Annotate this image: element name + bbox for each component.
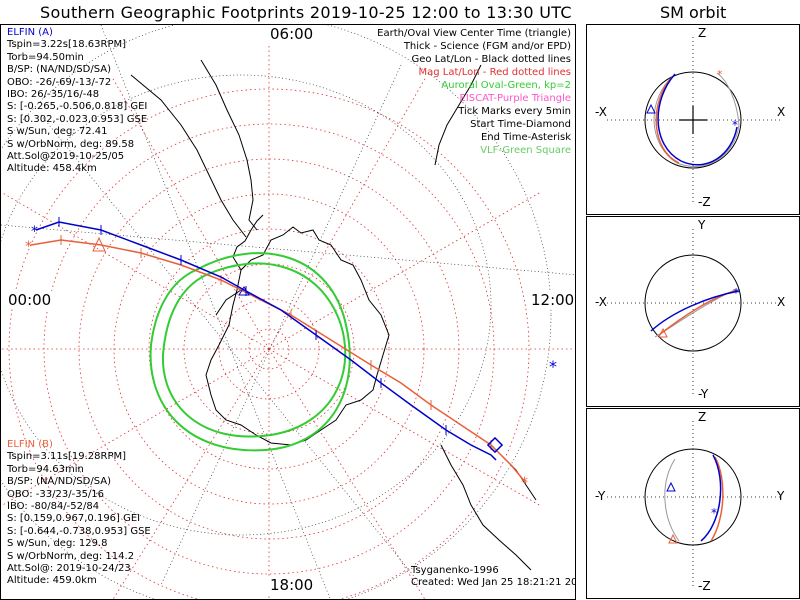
elfin-a-line: S w/Sun, deg: 72.41 [7, 126, 108, 138]
elfin-a-line: Altitude: 458.4km [7, 163, 97, 175]
antarctica-coastline [205, 214, 390, 446]
sm-panel-xy-bottom: -Y [698, 387, 709, 401]
elfin-b-label: ELFIN (B) [7, 439, 53, 450]
svg-text:*: * [25, 239, 32, 255]
sm-panel-yz-right: Y [777, 489, 785, 503]
elfin-b-line: S w/OrbNorm, deg: 114.2 [7, 550, 135, 562]
credit: Tsyganenko-1996 Created: Wed Jan 25 18:2… [411, 565, 576, 590]
sm-panel-xz-bottom: -Z [698, 195, 711, 209]
elfin-a-line: S: [0.302,-0.023,0.953] GSE [7, 113, 148, 125]
sm-panel-xz-right: X [777, 105, 786, 119]
svg-text:*: * [549, 357, 557, 376]
polar-map-svg: * * * * [1, 25, 575, 599]
elfin-b-info: ELFIN (B) Tspin=3.11s[19.28RPM] Torb=94.… [7, 439, 151, 588]
south-america-outline [130, 59, 258, 238]
elfin-b-line: IBO: -80/84/-52/84 [7, 501, 100, 513]
sm-panel-xy-left: -X [595, 295, 607, 309]
svg-text:*: * [717, 68, 723, 81]
elfin-a-line: Att.Sol@2019-10-25/05 [7, 151, 125, 163]
legend-item: End Time-Asterisk [480, 132, 571, 143]
geo-grid [1, 25, 575, 599]
elfin-a-track: * * [31, 217, 557, 461]
sm-panel-xy-top: Y [698, 218, 706, 232]
africa-outline [434, 64, 482, 166]
mag-grid [1, 35, 575, 599]
footprint-map: * * * * 06:00 00:00 12:00 18:00 ELFIN (A… [0, 24, 576, 600]
auroral-oval [149, 252, 351, 452]
elfin-b-line: Altitude: 459.0km [7, 575, 97, 587]
svg-text:*: * [31, 224, 38, 240]
legend-item: Auroral Oval-Green, kp=2 [441, 80, 571, 91]
svg-text:*: * [733, 286, 739, 300]
elfin-a-line: B/SP: (NA/ND/SD/SA) [7, 64, 111, 76]
elfin-b-line: OBO: -33/23/-35/16 [7, 488, 105, 500]
legend-item: Thick - Science (FGM and/or EPD) [403, 41, 571, 52]
elfin-b-line: S: [0.159,0.967,0.196] GEI [7, 513, 141, 525]
sm-orbit-title: SM orbit [660, 3, 727, 22]
sm-panel-yz: * Z -Z -Y Y [586, 408, 800, 599]
sm-panel-xz-left: -X [595, 105, 607, 119]
sm-panel-xz: * * Z -Z -X X [586, 24, 800, 215]
svg-text:*: * [711, 506, 717, 520]
elfin-a-info: ELFIN (A) Tspin=3.22s[18.63RPM] Torb=94.… [7, 27, 147, 176]
elfin-a-line: S w/OrbNorm, deg: 89.58 [7, 138, 135, 150]
credit-author: Tsyganenko-1996 [411, 565, 499, 576]
elfin-b-line: B/SP: (NA/ND/SD/SA) [7, 476, 111, 488]
elfin-a-line: Torb=94.50min [7, 51, 84, 63]
legend-item: EISCAT-Purple Triangle [459, 93, 572, 104]
elfin-a-line: S: [-0.265,-0.506,0.818] GEI [7, 101, 148, 113]
legend-item: Earth/Oval View Center Time (triangle) [377, 28, 571, 39]
elfin-b-line: S w/Sun, deg: 129.8 [7, 538, 108, 550]
legend-item: Mag Lat/Lon - Red dotted lines [418, 67, 571, 78]
sm-panel-yz-top: Z [698, 410, 707, 424]
sm-panel-xz-top: Z [698, 26, 707, 40]
elfin-b-line: S: [-0.644,-0.738,0.953] GSE [7, 525, 151, 537]
elfin-a-label: ELFIN (A) [7, 27, 53, 38]
elfin-b-line: Tspin=3.11s[19.28RPM] [7, 451, 127, 463]
legend-item: Geo Lat/Lon - Black dotted lines [411, 54, 571, 65]
svg-text:*: * [521, 475, 528, 491]
sm-panel-xz-svg: * * [607, 37, 782, 203]
sm-panel-yz-bottom: -Z [698, 579, 711, 593]
credit-created: Created: Wed Jan 25 18:21:21 2023 [411, 577, 576, 589]
clock-right: 12:00 [529, 291, 575, 309]
svg-text:*: * [732, 118, 738, 132]
sm-panel-xy: * Y -Y -X X [586, 216, 800, 407]
elfin-b-line: Torb=94.63min [7, 463, 84, 475]
sm-panel-yz-left: -Y [595, 489, 606, 503]
elfin-a-line: IBO: 26/-35/16/-48 [7, 89, 100, 101]
elfin-a-line: OBO: -26/-69/-13/-72 [7, 76, 112, 88]
sm-panel-xy-right: X [777, 295, 786, 309]
sm-panel-yz-svg: * [607, 421, 782, 587]
clock-top: 06:00 [268, 25, 316, 43]
legend-item: Tick Marks every 5min [458, 106, 571, 117]
clock-left: 00:00 [6, 291, 54, 309]
clock-bottom: 18:00 [268, 576, 316, 594]
legend: Earth/Oval View Center Time (triangle) T… [377, 27, 571, 157]
legend-item: Start Time-Diamond [470, 119, 571, 130]
elfin-b-line: Att.Sol@: 2019-10-24/23 [7, 563, 131, 575]
australia-outline [440, 444, 537, 571]
elfin-a-line: Tspin=3.22s[18.63RPM] [7, 39, 127, 51]
legend-item: VLF-Green Square [480, 145, 571, 156]
page-title: Southern Geographic Footprints 2019-10-2… [40, 3, 572, 22]
sm-panel-xy-svg: * [607, 229, 782, 395]
